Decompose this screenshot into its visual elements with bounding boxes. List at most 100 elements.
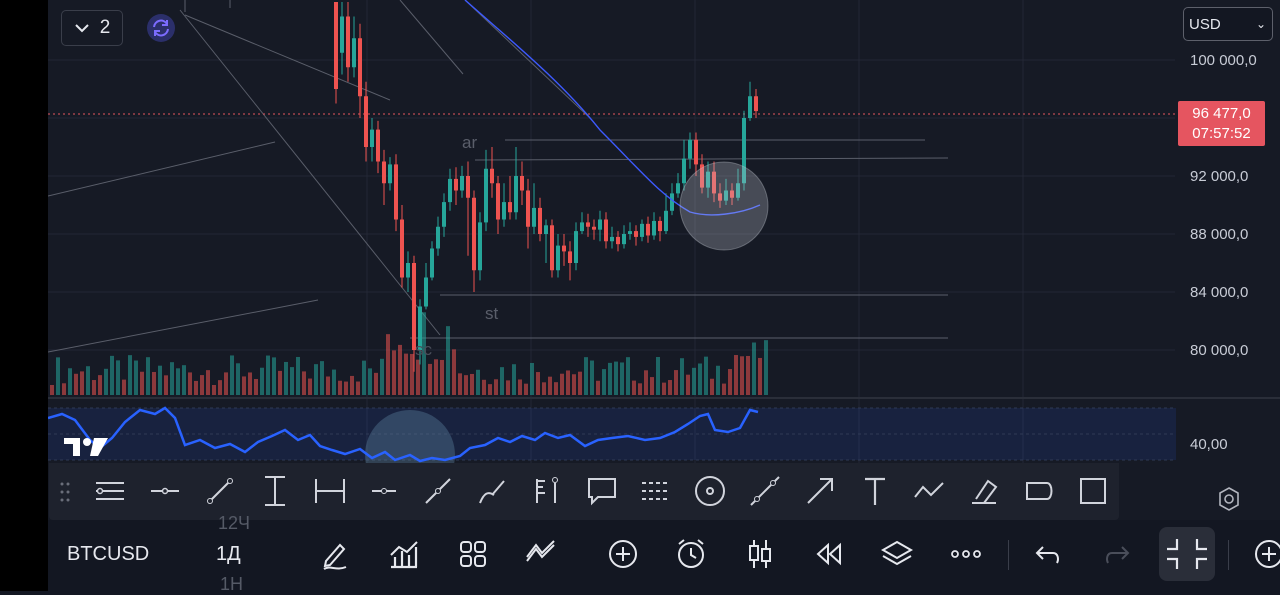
volume-bar <box>122 379 126 395</box>
interval-option-below[interactable]: 1Н <box>220 574 244 594</box>
volume-bar <box>272 357 276 395</box>
layouts-grid-icon[interactable] <box>456 537 490 571</box>
fullscreen-exit-button[interactable] <box>1159 527 1215 581</box>
symbol-button[interactable]: BTCUSD <box>67 543 150 565</box>
extended-line-icon[interactable] <box>747 473 783 509</box>
sync-icon[interactable] <box>146 13 176 43</box>
volume-bar <box>206 370 210 395</box>
circle-icon[interactable] <box>692 473 728 509</box>
chart-area[interactable]: ar st sc <box>48 0 1280 520</box>
indicators-icon[interactable] <box>387 537 421 571</box>
chart-canvas[interactable]: ar st sc <box>48 0 1280 520</box>
currency-select[interactable]: USD ⌄ <box>1183 7 1273 41</box>
volume-bar <box>344 381 348 395</box>
arrow-icon[interactable] <box>802 473 838 509</box>
redo-icon[interactable] <box>1100 537 1134 571</box>
candle-body <box>496 183 500 220</box>
compare-icon[interactable] <box>524 537 558 571</box>
oscillator-level-label: 40,00 <box>1190 436 1228 453</box>
cross-line-icon[interactable] <box>366 473 402 509</box>
volume-bar <box>152 371 156 395</box>
candles-chart-type-icon[interactable] <box>743 537 777 571</box>
undo-icon[interactable] <box>1031 537 1065 571</box>
text-icon[interactable] <box>857 473 893 509</box>
candle-body <box>592 226 596 230</box>
horizontal-ray-icon[interactable] <box>92 473 128 509</box>
ray-icon[interactable] <box>420 473 456 509</box>
interval-option-above[interactable]: 12Ч <box>218 513 251 533</box>
volume-bar <box>692 367 696 395</box>
volume-bar <box>644 370 648 395</box>
volume-bar <box>260 367 264 395</box>
rectangle-icon[interactable] <box>1075 473 1111 509</box>
volume-bar <box>398 344 402 395</box>
callout-icon[interactable] <box>584 473 620 509</box>
interval-button[interactable]: 1Д <box>216 543 241 565</box>
volume-bar <box>86 366 90 395</box>
volume-bar <box>710 378 714 395</box>
layers-icon[interactable] <box>880 537 914 571</box>
replay-icon[interactable] <box>812 537 846 571</box>
candle-body <box>520 176 524 191</box>
drag-handle-icon[interactable] <box>59 481 71 503</box>
volume-bar <box>176 368 180 395</box>
candle-body <box>436 226 440 249</box>
volume-bar <box>200 375 204 395</box>
volume-bar <box>266 355 270 395</box>
candle-body <box>418 306 422 350</box>
candle-body <box>712 171 716 194</box>
volume-bar <box>530 362 534 395</box>
volume-bar <box>104 368 108 395</box>
shape-icon[interactable] <box>1021 473 1057 509</box>
volume-bar <box>314 364 318 395</box>
candle-body <box>574 231 578 263</box>
legend-collapse-button[interactable]: 2 <box>61 10 123 46</box>
highlighter-icon[interactable] <box>966 473 1002 509</box>
volume-bar <box>68 368 72 395</box>
add-icon[interactable] <box>606 537 640 571</box>
annotation-ar: ar <box>462 133 477 152</box>
candle-body <box>334 2 338 89</box>
volume-bar <box>146 357 150 395</box>
candle-body <box>598 219 602 230</box>
date-range-icon[interactable] <box>312 473 348 509</box>
volume-bar <box>284 361 288 395</box>
settings-icon[interactable] <box>1216 486 1242 512</box>
anchor-icon[interactable] <box>529 473 565 509</box>
candle-body <box>514 176 518 213</box>
more-icon[interactable] <box>949 537 983 571</box>
candle-body <box>688 139 692 159</box>
candle-body <box>502 202 506 220</box>
candle-body <box>448 178 452 203</box>
volume-bar <box>386 334 390 395</box>
volume-bar <box>212 384 216 395</box>
volume-bar <box>236 363 240 395</box>
current-price: 96 477,0 <box>1192 105 1251 122</box>
add-chart-icon[interactable] <box>1252 537 1280 571</box>
volume-bar <box>98 375 102 395</box>
volume-bar <box>158 365 162 395</box>
volume-bar <box>602 369 606 395</box>
candle-body <box>706 171 710 188</box>
horizontal-line-icon[interactable] <box>147 473 183 509</box>
path-icon[interactable] <box>911 473 947 509</box>
volume-bar <box>500 367 504 395</box>
volume-bar <box>560 373 564 395</box>
trend-line-icon[interactable] <box>202 473 238 509</box>
volume-bar <box>572 374 576 395</box>
alarm-clock-icon[interactable] <box>674 537 708 571</box>
candle-body <box>562 245 566 252</box>
brush-icon[interactable] <box>474 473 510 509</box>
volume-bar <box>116 360 120 395</box>
candle-body <box>634 231 638 237</box>
candle-body <box>646 223 650 236</box>
volume-bar <box>518 379 522 395</box>
volume-bar <box>56 357 60 395</box>
drawing-pen-icon[interactable] <box>318 537 352 571</box>
candle-body <box>352 38 356 68</box>
volume-bar <box>440 359 444 395</box>
volume-bar <box>734 355 738 395</box>
candle-body <box>628 231 632 234</box>
parallel-channel-icon[interactable] <box>638 473 674 509</box>
vertical-range-icon[interactable] <box>257 473 293 509</box>
